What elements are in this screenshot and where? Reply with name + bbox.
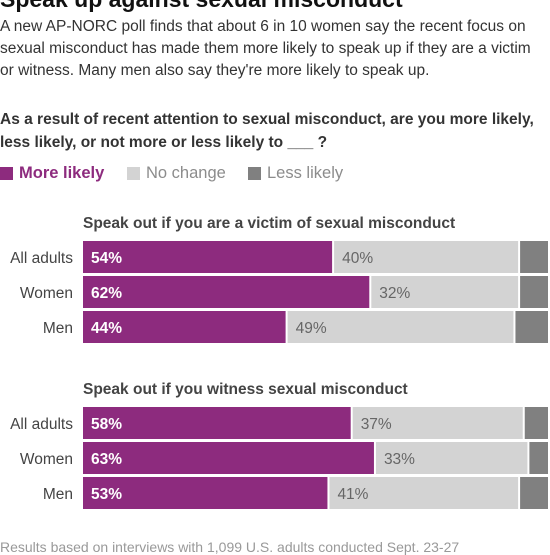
legend-item-more-likely: More likely	[0, 164, 104, 183]
legend-item-no-change: No change	[127, 164, 226, 183]
chart-title: Speak up against sexual misconduct	[0, 0, 550, 13]
data-label: 63%	[91, 451, 122, 468]
bar-segment	[524, 407, 548, 439]
data-label: 54%	[91, 250, 122, 267]
bar-segment	[371, 276, 519, 308]
bar-segment	[83, 442, 374, 474]
data-label: 41%	[337, 486, 368, 503]
bar-segment	[83, 241, 333, 273]
data-label: 53%	[91, 486, 122, 503]
bar-segment	[334, 241, 519, 273]
panel-title: Speak out if you are a victim of sexual …	[83, 215, 455, 232]
legend-swatch-more-likely	[0, 167, 13, 180]
data-label: 32%	[379, 285, 410, 302]
bar-segment	[352, 407, 523, 439]
bar-segment	[83, 311, 286, 343]
bar-segment	[83, 477, 328, 509]
question-text: As a result of recent attention to sexua…	[0, 111, 534, 151]
bar-segment	[287, 311, 514, 343]
data-label: 62%	[91, 285, 122, 302]
data-label: 49%	[296, 320, 327, 337]
legend-label-less-likely: Less likely	[267, 164, 344, 182]
category-label: Women	[20, 451, 73, 468]
data-label: 44%	[91, 320, 122, 337]
legend-item-less-likely: Less likely	[248, 164, 343, 183]
footnote: Results based on interviews with 1,099 U…	[0, 539, 460, 555]
data-label: 58%	[91, 416, 122, 433]
category-label: Men	[43, 320, 73, 337]
data-label: 40%	[342, 250, 373, 267]
panel-title: Speak out if you witness sexual miscondu…	[83, 381, 408, 398]
bar-segment	[520, 241, 548, 273]
bar-segment	[529, 442, 548, 474]
bar-segment	[83, 276, 370, 308]
category-label: All adults	[10, 250, 73, 267]
legend-swatch-less-likely	[248, 167, 261, 180]
legend-swatch-no-change	[127, 167, 140, 180]
legend-label-no-change: No change	[146, 164, 226, 182]
data-label: 37%	[361, 416, 392, 433]
category-label: Women	[20, 285, 73, 302]
stacked-bar-charts: Speak out if you are a victim of sexual …	[10, 215, 548, 509]
data-label: 33%	[384, 451, 415, 468]
category-label: All adults	[10, 416, 73, 433]
bar-segment	[83, 407, 351, 439]
bar-segment	[375, 442, 528, 474]
bar-segment	[520, 276, 548, 308]
legend: More likely No change Less likely	[0, 164, 550, 186]
category-label: Men	[43, 486, 73, 503]
legend-label-more-likely: More likely	[19, 164, 105, 182]
bar-segment	[515, 311, 548, 343]
intro-text: A new AP-NORC poll finds that about 6 in…	[0, 18, 531, 79]
bar-segment	[329, 477, 519, 509]
bar-segment	[520, 477, 548, 509]
